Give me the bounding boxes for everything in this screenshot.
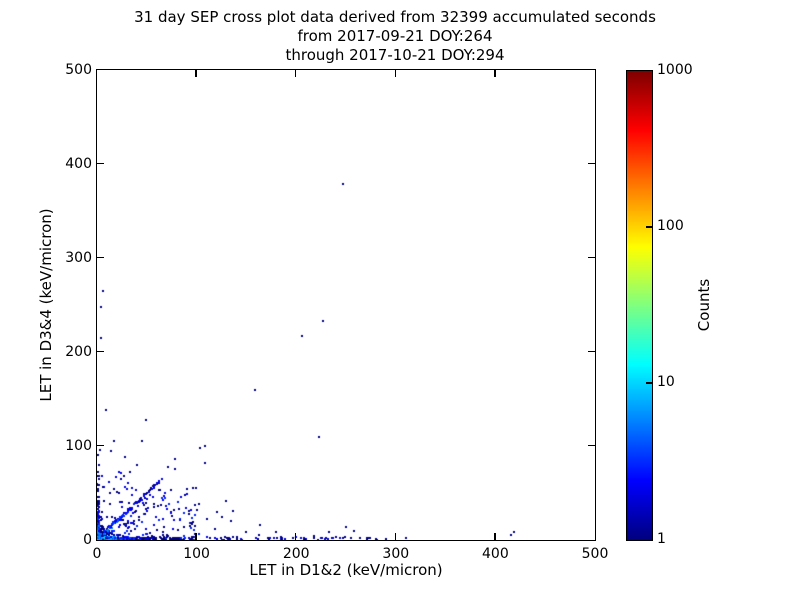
axis-tick <box>494 532 496 540</box>
x-axis-label: LET in D1&2 (keV/micron) <box>249 561 443 579</box>
axis-tick <box>587 444 595 447</box>
colorbar-tick-label: 1 <box>657 530 666 547</box>
axis-tick <box>96 444 104 447</box>
axis-tick <box>195 532 197 540</box>
title-line-3: through 2017-10-21 DOY:294 <box>285 46 505 64</box>
title-line-2: from 2017-09-21 DOY:264 <box>297 27 493 45</box>
plot-area <box>95 68 596 541</box>
axis-tick <box>394 69 397 77</box>
y-tick-label: 0 <box>83 532 92 548</box>
x-tick-label: 200 <box>282 546 310 562</box>
axis-tick <box>96 256 104 259</box>
axis-tick <box>195 69 197 77</box>
colorbar <box>625 69 653 541</box>
axis-tick <box>96 350 104 353</box>
y-tick-label: 200 <box>65 344 92 360</box>
x-tick-label: 300 <box>382 546 410 562</box>
y-tick-label: 100 <box>65 438 92 454</box>
x-tick-label: 100 <box>183 546 210 562</box>
x-tick-label: 500 <box>581 546 609 562</box>
y-axis-label: LET in D3&4 (keV/micron) <box>37 208 55 402</box>
axis-tick <box>494 69 496 77</box>
axis-tick <box>294 69 297 77</box>
title-line-1: 31 day SEP cross plot data derived from … <box>134 8 656 26</box>
y-tick-label: 500 <box>65 62 92 78</box>
colorbar-tick-label: 100 <box>657 217 684 234</box>
x-tick-label: 0 <box>92 546 102 562</box>
colorbar-tick-label: 10 <box>657 374 675 391</box>
axis-tick <box>587 350 595 353</box>
x-tick-label: 400 <box>482 546 509 562</box>
colorbar-gradient <box>626 70 652 540</box>
y-tick-label: 400 <box>65 156 92 172</box>
colorbar-tick <box>645 382 652 384</box>
scatter-canvas <box>96 69 595 540</box>
axis-tick <box>394 532 397 540</box>
axis-tick <box>587 162 595 165</box>
axis-tick <box>96 162 104 165</box>
axis-tick <box>587 256 595 259</box>
colorbar-label: Counts <box>695 278 713 332</box>
colorbar-tick <box>645 226 652 228</box>
chart-title: 31 day SEP cross plot data derived from … <box>0 8 790 65</box>
y-tick-label: 300 <box>65 250 92 266</box>
colorbar-tick-label: 1000 <box>657 61 693 78</box>
axis-tick <box>294 532 297 540</box>
